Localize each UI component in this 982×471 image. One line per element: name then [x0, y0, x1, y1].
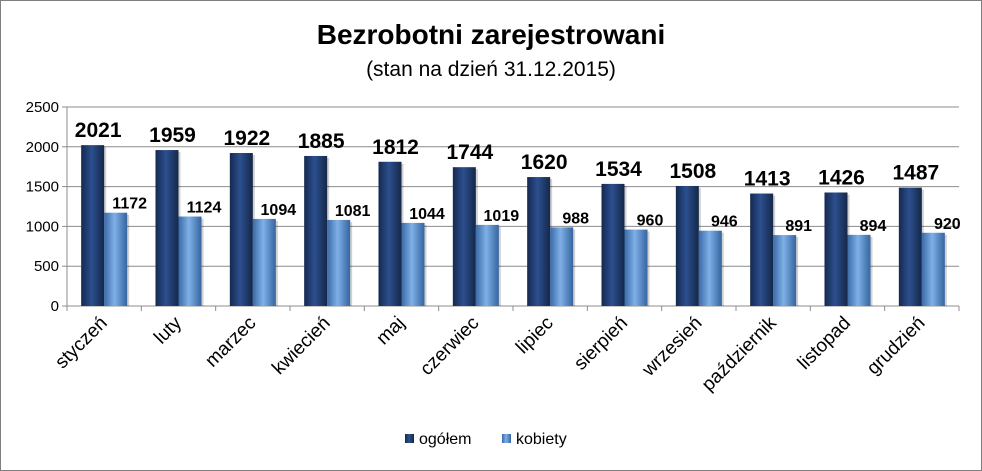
data-label-kobiety: 1094 — [261, 202, 297, 219]
y-tick-label: 500 — [34, 258, 59, 275]
bar-kobiety — [847, 234, 871, 306]
y-tick-label: 1000 — [26, 218, 59, 235]
bar-ogolem — [378, 161, 402, 306]
bar-ogolem — [229, 153, 253, 306]
bar-ogolem — [304, 155, 328, 306]
x-tick-labels: styczeń luty marzec kwiecień maj czerwiec lipi… — [51, 312, 929, 395]
y-tick-label: 1500 — [26, 179, 59, 196]
data-label-kobiety: 946 — [711, 214, 738, 231]
legend-swatch-ogolem — [405, 434, 414, 443]
bar-kobiety — [327, 219, 351, 306]
legend-label-kobiety: kobiety — [516, 431, 567, 448]
chart-subtitle: (stan na dzień 31.12.2015) — [366, 58, 616, 81]
x-tick-label: wrzesień — [638, 313, 707, 382]
y-tick-label: 2000 — [26, 139, 59, 156]
bar-kobiety — [550, 227, 574, 306]
bar-ogolem — [601, 183, 625, 306]
data-label-kobiety: 894 — [860, 218, 887, 235]
data-label-kobiety: 988 — [562, 210, 589, 227]
data-label-ogolem: 1959 — [149, 124, 196, 147]
bar-ogolem — [824, 192, 848, 306]
bar-kobiety — [401, 222, 425, 306]
bar-ogolem — [452, 167, 476, 306]
data-label-ogolem: 1426 — [818, 166, 865, 189]
data-label-kobiety: 1172 — [112, 196, 147, 213]
x-tick-label: listopad — [794, 313, 855, 374]
bar-ogolem — [675, 185, 699, 306]
data-label-kobiety: 1044 — [409, 206, 445, 223]
x-tick-label: grudzień — [863, 313, 929, 379]
data-label-ogolem: 1922 — [223, 127, 270, 150]
bar-kobiety — [773, 235, 797, 306]
x-tick-label: sierpień — [570, 313, 632, 375]
bar-kobiety — [104, 212, 128, 306]
bar-ogolem — [527, 177, 551, 306]
data-label-ogolem: 1620 — [521, 151, 568, 174]
data-label-ogolem: 1885 — [298, 130, 345, 153]
data-label-kobiety: 960 — [637, 213, 664, 230]
axes — [62, 106, 960, 311]
x-tick-label: lipiec — [512, 313, 557, 358]
bar-ogolem — [81, 145, 105, 306]
x-tick-label: czerwiec — [416, 313, 483, 380]
x-tick-label: luty — [150, 312, 186, 348]
data-label-ogolem: 1812 — [372, 136, 419, 159]
data-labels: 2021 1172 1959 1124 1922 1094 1885 1081 1812 1044… — [75, 119, 961, 235]
legend-swatch-kobiety — [502, 434, 511, 443]
bar-kobiety — [698, 230, 722, 306]
bar-kobiety — [178, 216, 202, 306]
data-label-kobiety: 891 — [785, 218, 812, 235]
bar-ogolem — [750, 193, 774, 306]
bar-kobiety — [624, 229, 648, 306]
x-tick-label: październik — [698, 312, 781, 395]
bar-kobiety — [475, 224, 499, 306]
bar-ogolem — [155, 150, 179, 306]
data-label-ogolem: 1744 — [446, 141, 493, 164]
x-tick-label: maj — [373, 313, 410, 350]
y-tick-label: 2500 — [26, 99, 59, 116]
data-label-ogolem: 1413 — [744, 168, 791, 191]
gridlines — [67, 106, 959, 267]
data-label-kobiety: 1081 — [335, 203, 371, 220]
legend: ogółem kobiety — [405, 431, 567, 448]
x-tick-label: kwiecień — [268, 313, 334, 379]
bar-ogolem — [898, 187, 922, 306]
data-label-ogolem: 2021 — [75, 119, 122, 142]
y-tick-labels: 0 500 1000 1500 2000 2500 — [26, 99, 59, 315]
bar-kobiety — [252, 218, 276, 306]
data-label-kobiety: 920 — [934, 216, 961, 233]
data-label-ogolem: 1508 — [669, 160, 716, 183]
x-tick-label: marzec — [201, 313, 260, 372]
data-label-ogolem: 1534 — [595, 158, 642, 181]
data-label-kobiety: 1124 — [187, 200, 222, 217]
y-tick-label: 0 — [51, 298, 59, 315]
bars — [81, 145, 947, 306]
data-label-ogolem: 1487 — [892, 162, 939, 185]
chart-title: Bezrobotni zarejestrowani — [317, 19, 666, 50]
data-label-kobiety: 1019 — [484, 208, 520, 225]
legend-label-ogolem: ogółem — [419, 431, 471, 448]
bar-kobiety — [921, 232, 945, 306]
x-tick-label: styczeń — [51, 313, 111, 373]
